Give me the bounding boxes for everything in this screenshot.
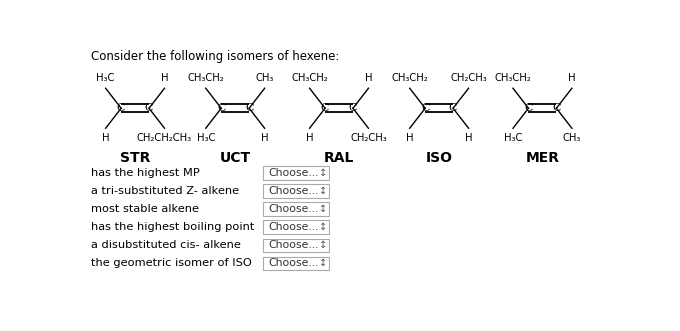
Text: RAL: RAL [324,151,354,166]
Text: MER: MER [526,151,560,166]
Text: C: C [117,103,125,113]
Text: most stable alkene: most stable alkene [91,204,199,214]
Text: Choose...: Choose... [268,259,318,268]
Text: ↕: ↕ [319,168,327,178]
Text: C: C [145,103,153,113]
Text: C: C [524,103,532,113]
Text: H: H [465,133,473,143]
Text: CH₃: CH₃ [562,133,581,143]
Text: UCT: UCT [220,151,251,166]
Text: H: H [160,73,168,83]
Text: has the highest MP: has the highest MP [91,168,200,178]
Text: has the highest boiling point: has the highest boiling point [91,222,254,232]
Text: Choose...: Choose... [268,186,318,196]
FancyBboxPatch shape [263,257,329,270]
Text: ↕: ↕ [319,186,327,196]
Text: H₃C: H₃C [504,133,522,143]
Text: CH₃CH₂: CH₃CH₂ [494,73,531,83]
FancyBboxPatch shape [263,202,329,216]
Text: ↕: ↕ [319,259,327,268]
Text: C: C [552,103,560,113]
Text: CH₃CH₂: CH₃CH₂ [188,73,224,83]
Text: the geometric isomer of ISO: the geometric isomer of ISO [91,259,252,268]
Text: ↕: ↕ [319,204,327,214]
Text: CH₃CH₂: CH₃CH₂ [291,73,328,83]
Text: H: H [306,133,313,143]
Text: a tri-substituted Z- alkene: a tri-substituted Z- alkene [91,186,239,196]
Text: ↕: ↕ [319,222,327,232]
Text: C: C [245,103,254,113]
Text: Choose...: Choose... [268,222,318,232]
Text: Choose...: Choose... [268,204,318,214]
Text: a disubstituted cis- alkene: a disubstituted cis- alkene [91,240,241,250]
Text: C: C [349,103,357,113]
Text: CH₃CH₂: CH₃CH₂ [391,73,428,83]
Text: Choose...: Choose... [268,168,318,178]
Text: C: C [321,103,329,113]
Text: H: H [364,73,372,83]
Text: H: H [102,133,109,143]
Text: CH₂CH₃: CH₂CH₃ [450,73,487,83]
FancyBboxPatch shape [263,220,329,234]
Text: H: H [261,133,269,143]
Text: C: C [449,103,458,113]
Text: H₃C: H₃C [197,133,215,143]
Text: H: H [568,73,576,83]
FancyBboxPatch shape [263,239,329,252]
Text: CH₃: CH₃ [256,73,274,83]
Text: Choose...: Choose... [268,240,318,250]
Text: ↕: ↕ [319,240,327,250]
Text: ISO: ISO [426,151,453,166]
Text: H: H [406,133,413,143]
Text: C: C [217,103,226,113]
Text: Consider the following isomers of hexene:: Consider the following isomers of hexene… [91,50,339,63]
Text: STR: STR [120,151,150,166]
Text: CH₂CH₂CH₃: CH₂CH₂CH₃ [137,133,192,143]
FancyBboxPatch shape [263,184,329,198]
Text: C: C [421,103,430,113]
Text: CH₂CH₃: CH₂CH₃ [350,133,387,143]
FancyBboxPatch shape [263,166,329,180]
Text: H₃C: H₃C [97,73,115,83]
